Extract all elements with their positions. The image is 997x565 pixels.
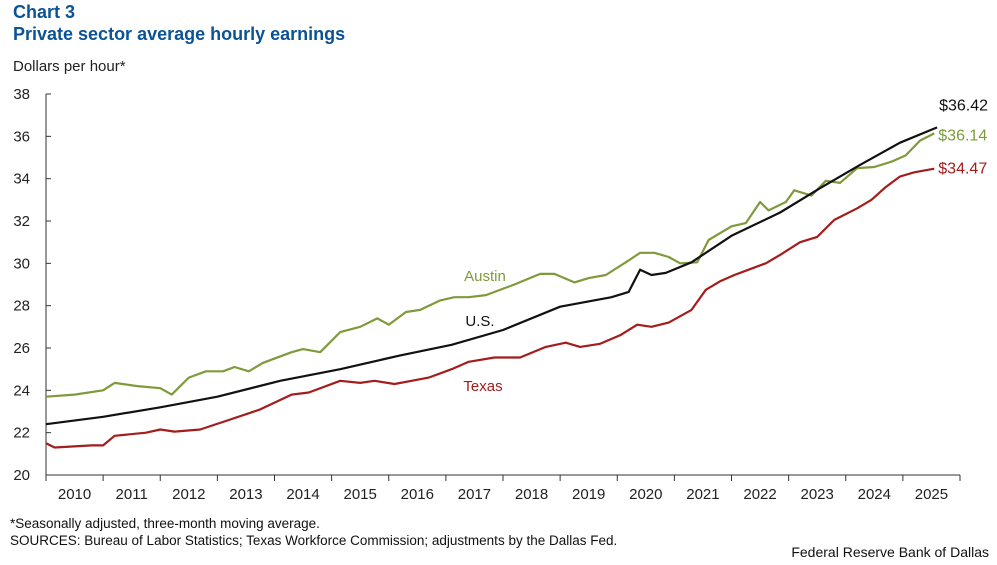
x-tick-label: 2021 (686, 486, 719, 503)
x-tick-label: 2012 (172, 486, 205, 503)
x-tick-label: 2011 (116, 486, 148, 503)
y-tick-label: 30 (13, 255, 30, 272)
y-tick-label: 24 (13, 382, 30, 399)
sources: SOURCES: Bureau of Labor Statistics; Tex… (10, 533, 618, 548)
y-tick-label: 22 (13, 425, 30, 442)
series-line-texas (45, 167, 935, 449)
credit: Federal Reserve Bank of Dallas (791, 544, 989, 560)
x-tick-label: 2025 (915, 486, 948, 503)
end-value-label: $36.14 (938, 127, 987, 144)
y-tick-label: 26 (13, 340, 30, 357)
series-line-us (45, 126, 938, 426)
chart-title: Private sector average hourly earnings (13, 24, 346, 44)
x-tick-label: 2019 (572, 486, 605, 503)
end-value-label: $34.47 (938, 161, 987, 178)
series-line-austin (45, 132, 935, 398)
x-tick-label: 2024 (858, 486, 891, 503)
x-tick-label: 2018 (515, 486, 548, 503)
x-tick-label: 2014 (286, 486, 319, 503)
y-tick-label: 20 (13, 467, 30, 484)
footnote: *Seasonally adjusted, three-month moving… (10, 516, 320, 531)
x-tick-label: 2015 (344, 486, 377, 503)
x-tick-label: 2022 (743, 486, 776, 503)
y-axis-unit-label: Dollars per hour* (13, 58, 126, 75)
x-tick-label: 2010 (58, 486, 91, 503)
series-label: U.S. (465, 313, 494, 330)
y-tick-label: 28 (13, 298, 30, 315)
series-label: Texas (463, 378, 502, 395)
x-tick-label: 2017 (458, 486, 491, 503)
y-tick-label: 34 (13, 171, 30, 188)
x-tick-label: 2023 (801, 486, 834, 503)
x-tick-label: 2013 (229, 486, 262, 503)
y-tick-label: 36 (13, 128, 30, 145)
y-tick-label: 38 (13, 86, 30, 103)
y-tick-label: 32 (13, 213, 30, 230)
x-tick-label: 2020 (629, 486, 662, 503)
x-tick-label: 2016 (401, 486, 434, 503)
series-label: Austin (464, 268, 506, 285)
end-value-label: $36.42 (939, 97, 988, 114)
chart-number: Chart 3 (13, 2, 76, 22)
